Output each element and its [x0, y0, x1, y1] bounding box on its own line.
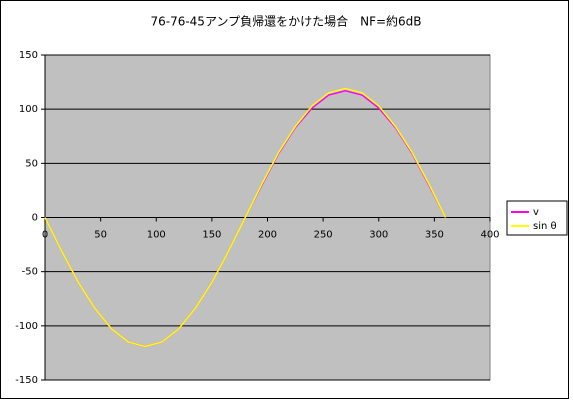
- y-tick-label: -150: [15, 375, 38, 386]
- x-tick-label: 50: [94, 230, 107, 241]
- y-tick-label: -50: [22, 267, 38, 278]
- legend-label: sin θ: [533, 221, 557, 232]
- x-tick-label: 400: [480, 230, 499, 241]
- y-tick-label: 100: [19, 104, 38, 115]
- x-tick-label: 250: [314, 230, 333, 241]
- y-tick-label: 50: [25, 158, 38, 169]
- y-tick-label: 0: [32, 213, 38, 224]
- x-tick-label: 350: [425, 230, 444, 241]
- legend-box: [506, 200, 568, 236]
- y-tick-label: 150: [19, 50, 38, 61]
- x-tick-label: 100: [147, 230, 166, 241]
- x-tick-label: 0: [42, 230, 48, 241]
- x-tick-label: 150: [202, 230, 221, 241]
- chart-title: 76-76-45アンプ負帰還をかけた場合 NF=約6dB: [150, 14, 421, 29]
- x-tick-label: 200: [258, 230, 277, 241]
- series-line: [44, 87, 447, 348]
- x-tick-label: 300: [369, 230, 388, 241]
- legend-label: v: [533, 207, 539, 218]
- y-tick-label: -100: [15, 321, 38, 332]
